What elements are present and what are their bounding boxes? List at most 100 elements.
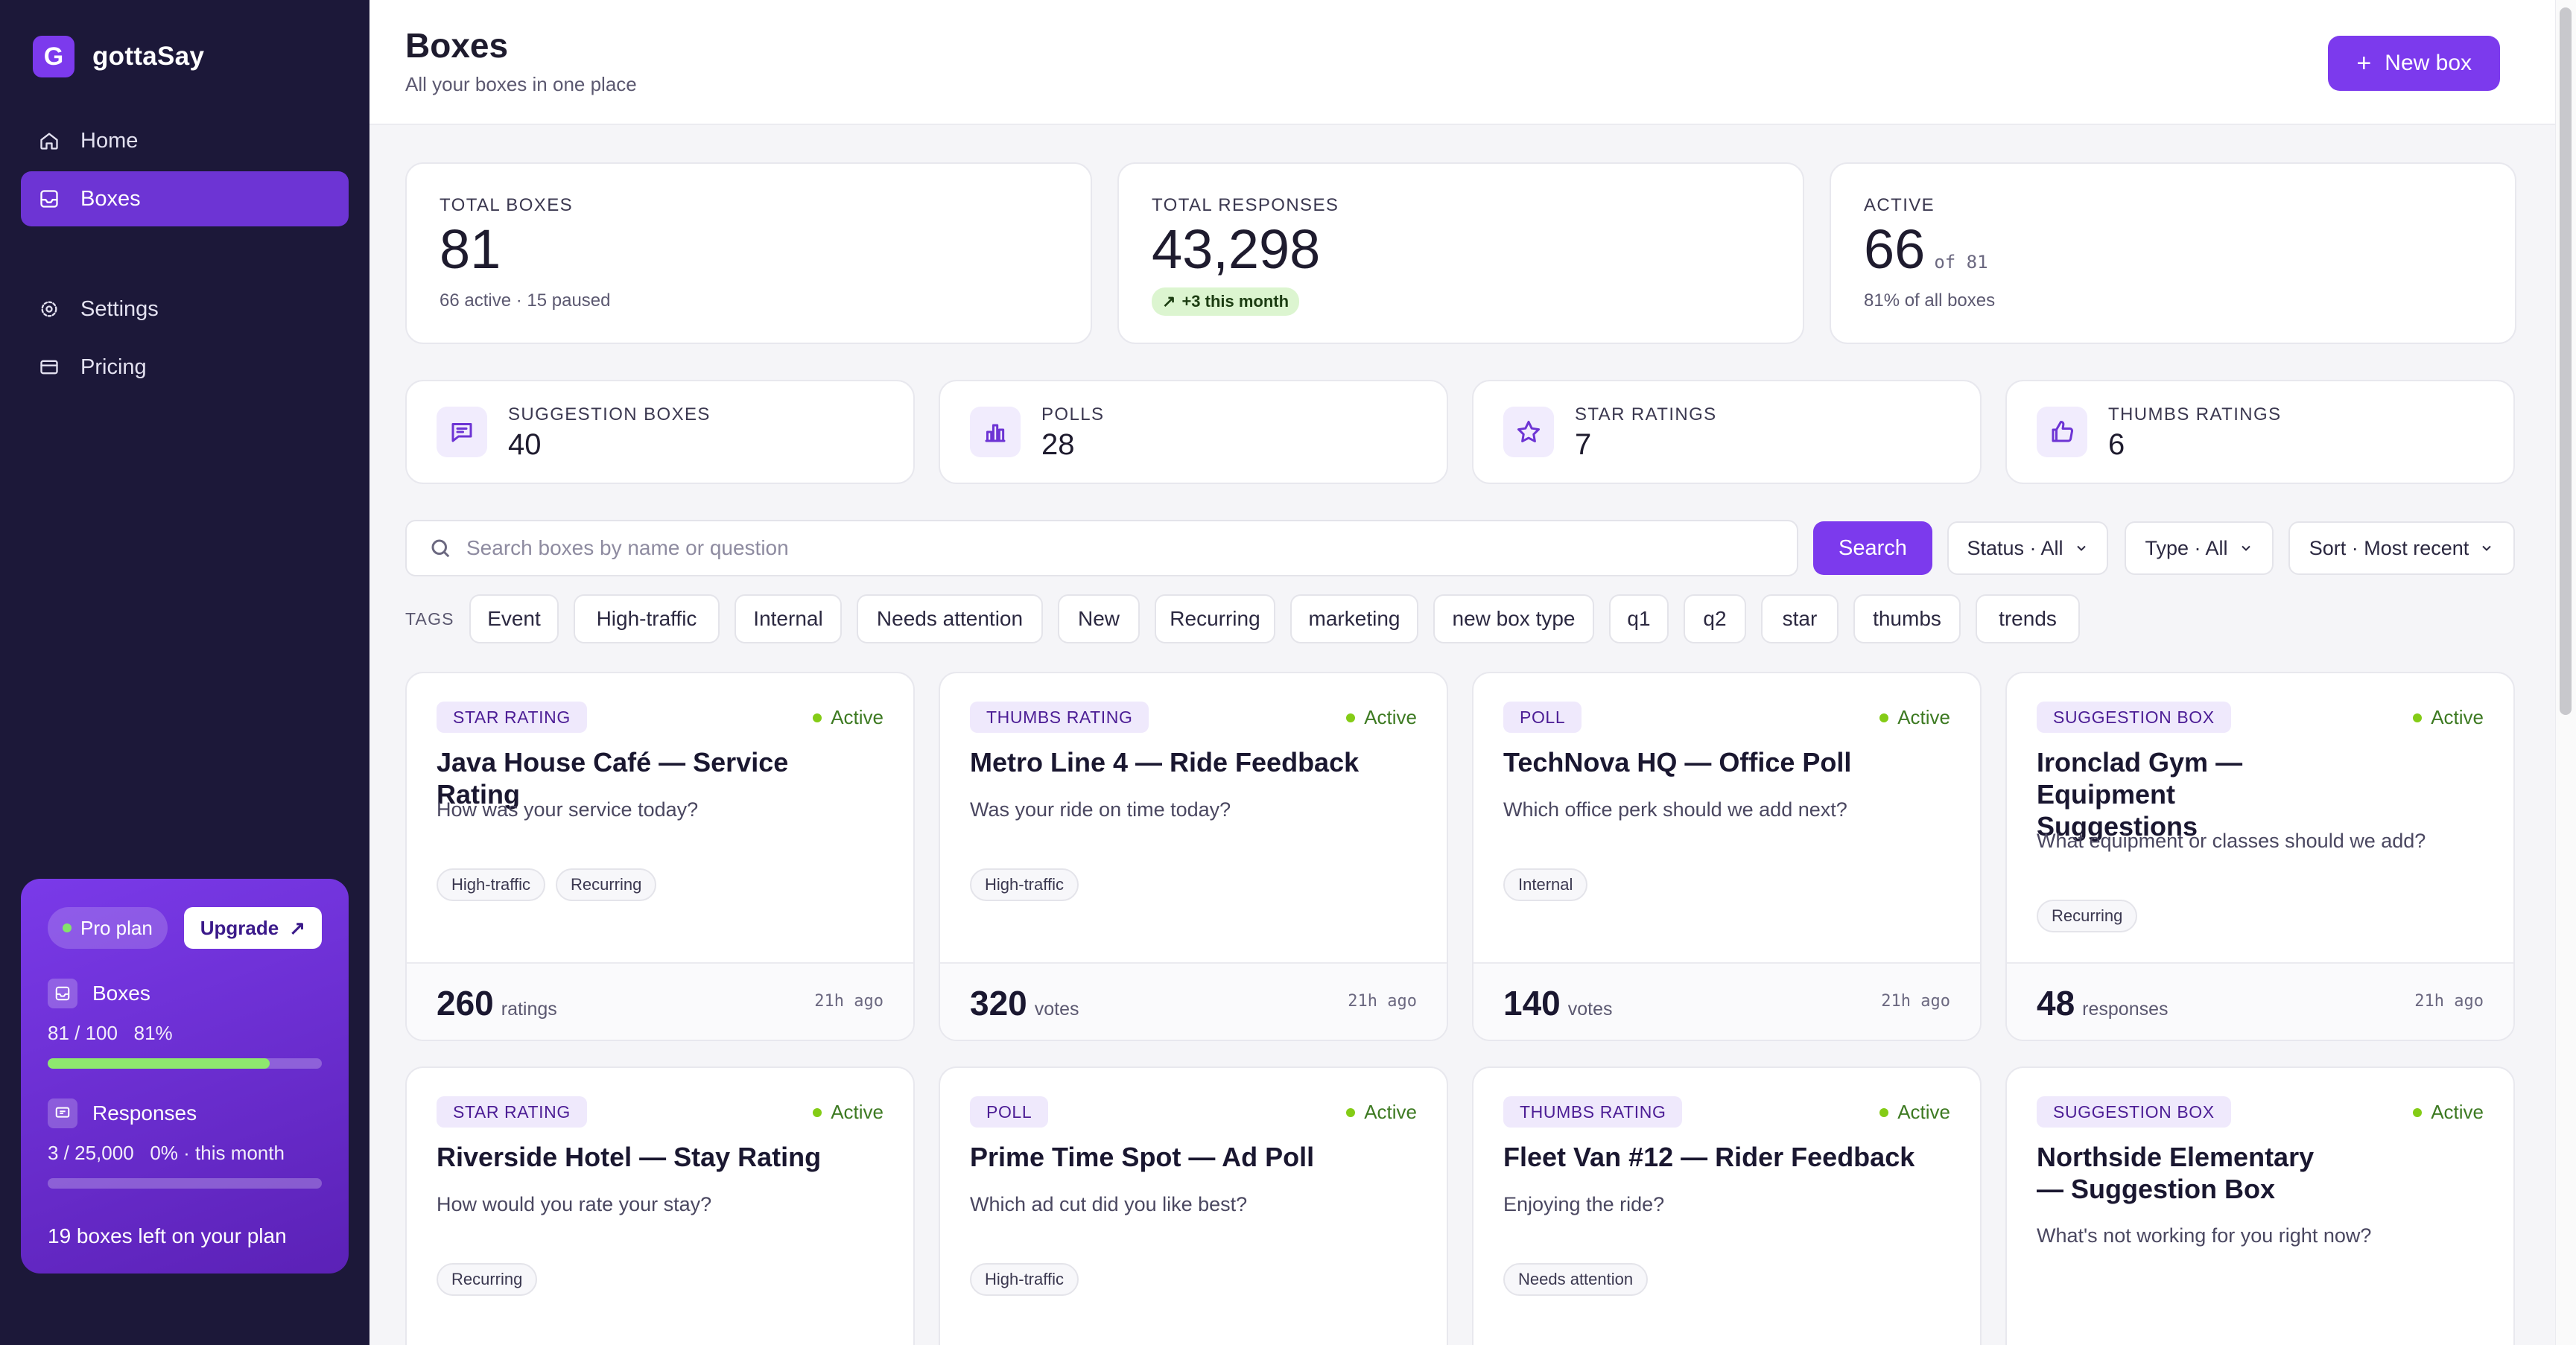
tag-chip[interactable]: q2 [1684,594,1746,643]
star-icon [1503,407,1554,457]
app-logo: G [33,36,74,77]
stat-value: 66 [1864,218,1926,280]
box-tag[interactable]: Recurring [2037,900,2138,932]
box-card[interactable]: SUGGESTION BOX Active Ironclad Gym — Equ… [2005,672,2515,1041]
box-tag[interactable]: Recurring [555,868,657,901]
type-filter-dropdown[interactable]: Type · All [2125,521,2274,575]
stat-total-boxes: TOTAL BOXES 81 66 active · 15 paused [405,162,1092,344]
box-card[interactable]: THUMBS RATING Active Fleet Van #12 — Rid… [1472,1066,1982,1345]
box-tag[interactable]: Needs attention [1503,1263,1649,1296]
trend-label: +3 this month [1181,292,1289,311]
tag-chip[interactable]: thumbs [1853,594,1961,643]
type-filter-label: Type · All [2145,536,2228,559]
box-card[interactable]: STAR RATING Active Riverside Hotel — Sta… [405,1066,915,1345]
box-tags: Needs attention [1503,1263,1649,1296]
box-card[interactable]: SUGGESTION BOX Active Northside Elementa… [2005,1066,2515,1345]
sidebar-item-home[interactable]: Home [21,113,349,168]
tag-chip[interactable]: marketing [1290,594,1418,643]
main-content: Boxes All your boxes in one place + New … [369,0,2576,1345]
tag-chip[interactable]: new box type [1433,594,1594,643]
chevron-down-icon [2482,545,2491,551]
page-title: Boxes [405,26,509,65]
box-response-count: 320 votes [970,983,1079,1023]
box-updated-time: 21h ago [1348,992,1417,1011]
app-name: gottaSay [92,42,205,71]
type-value: 6 [2108,428,2125,461]
box-response-count: 48 responses [2037,983,2169,1023]
tag-chip[interactable]: Needs attention [857,594,1043,643]
stat-value-row: 66 of 81 [1864,222,2482,277]
page-header: Boxes All your boxes in one place + New … [369,0,2557,125]
box-card[interactable]: THUMBS RATING Active Metro Line 4 — Ride… [939,672,1448,1041]
box-card[interactable]: POLL Active Prime Time Spot — Ad Poll Wh… [939,1066,1448,1345]
bar-chart-icon [970,407,1021,457]
box-type-badge: THUMBS RATING [1503,1096,1683,1128]
tag-chip[interactable]: star [1761,594,1839,643]
count-value: 140 [1503,984,1561,1023]
type-card-polls[interactable]: POLLS 28 [939,380,1448,484]
box-question: What's not working for you right now? [2037,1224,2372,1247]
tag-chip[interactable]: Event [469,594,559,643]
box-tag[interactable]: Recurring [437,1263,538,1296]
box-type-badge: SUGGESTION BOX [2037,1096,2231,1128]
box-title: Java House Café — Service Rating [437,747,789,810]
type-label: THUMBS RATINGS [2108,404,2282,425]
status-dot-icon [1879,713,1889,722]
count-unit: votes [1034,999,1079,1020]
search-button[interactable]: Search [1813,521,1932,575]
vertical-scrollbar[interactable] [2555,0,2576,1345]
search-box [405,520,1798,576]
stat-label: ACTIVE [1864,195,1935,215]
tag-chip[interactable]: High-traffic [574,594,720,643]
status-dot-icon [813,713,822,722]
box-tag[interactable]: High-traffic [437,868,545,901]
tag-chip[interactable]: q1 [1609,594,1669,643]
count-value: 260 [437,984,494,1023]
stat-active: ACTIVE 66 of 81 81% of all boxes [1830,162,2516,344]
tag-chip[interactable]: trends [1976,594,2080,643]
type-card-star[interactable]: STAR RATINGS 7 [1472,380,1982,484]
status-badge: Active [813,1101,883,1124]
tag-chip[interactable]: Internal [735,594,842,643]
search-input[interactable] [466,536,1733,560]
stat-sub: 81% of all boxes [1864,290,1996,311]
type-card-thumbs[interactable]: THUMBS RATINGS 6 [2005,380,2515,484]
box-card-footer: 260 ratings 21h ago [407,962,913,1040]
brand[interactable]: G gottaSay [33,36,204,77]
chat-icon [437,407,487,457]
box-tag[interactable]: High-traffic [970,868,1079,901]
box-tag[interactable]: Internal [1503,868,1588,901]
upgrade-label: Upgrade [200,916,279,939]
tag-chip[interactable]: New [1058,594,1140,643]
box-title: Metro Line 4 — Ride Feedback [970,747,1360,778]
scrollbar-thumb[interactable] [2560,7,2572,715]
plan-remaining-text: 19 boxes left on your plan [48,1224,287,1247]
tags-label: TAGS [405,609,454,629]
box-question: How would you rate your stay? [437,1193,712,1215]
box-type-badge: THUMBS RATING [970,702,1149,733]
box-title: Riverside Hotel — Stay Rating [437,1142,822,1172]
tag-chip[interactable]: Recurring [1155,594,1275,643]
status-dot-icon [1346,1107,1356,1117]
sidebar-item-label: Boxes [80,186,141,211]
trending-up-icon: ↗ [1162,292,1176,311]
box-card[interactable]: STAR RATING Active Java House Café — Ser… [405,672,915,1041]
type-card-suggestion[interactable]: SUGGESTION BOXES 40 [405,380,915,484]
new-box-button[interactable]: + New box [2328,36,2500,91]
sidebar-item-boxes[interactable]: Boxes [21,171,349,226]
box-title: TechNova HQ — Office Poll [1503,747,1852,778]
sidebar-item-settings[interactable]: Settings [21,282,349,337]
type-value: 28 [1041,428,1075,461]
sort-dropdown[interactable]: Sort · Most recent [2288,521,2515,575]
sidebar: G gottaSay Home Boxes Settings Pricing P… [0,0,369,1345]
responses-quota-value: 3 / 25,000 0% · this month [48,1142,285,1164]
chat-icon [48,1098,77,1128]
status-filter-dropdown[interactable]: Status · All [1947,521,2108,575]
box-card[interactable]: POLL Active TechNova HQ — Office Poll Wh… [1472,672,1982,1041]
upgrade-button[interactable]: Upgrade ↗ [183,907,322,949]
box-question: Enjoying the ride? [1503,1193,1665,1215]
sidebar-item-pricing[interactable]: Pricing [21,340,349,395]
count-unit: votes [1567,999,1613,1020]
type-label: POLLS [1041,404,1105,425]
box-tag[interactable]: High-traffic [970,1263,1079,1296]
